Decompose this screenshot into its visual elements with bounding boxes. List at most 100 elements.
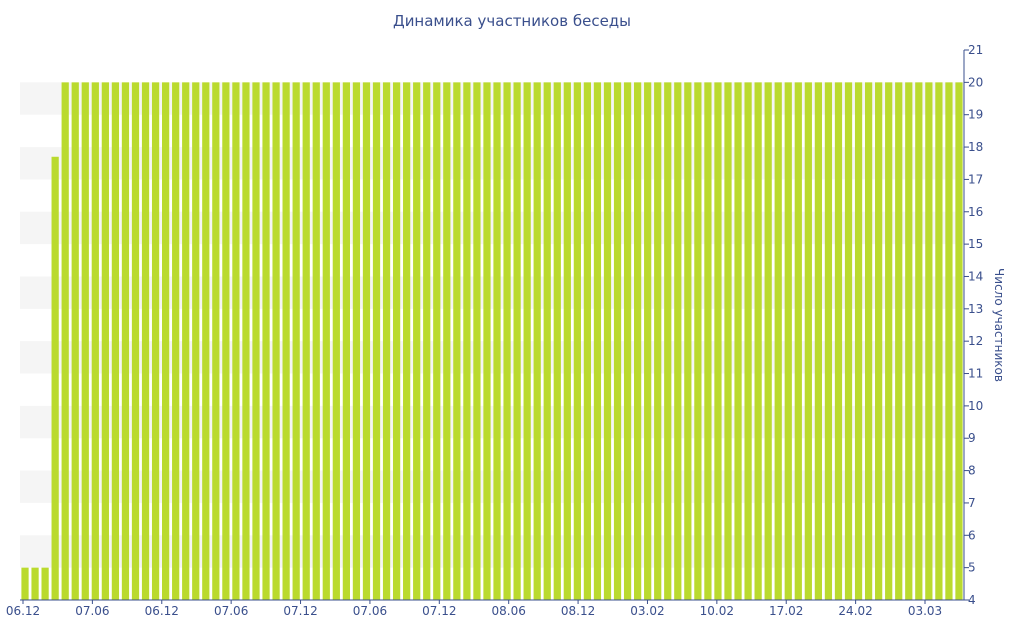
grid-band — [20, 535, 964, 568]
bar — [232, 82, 240, 600]
bar — [172, 82, 180, 600]
bar — [121, 82, 130, 600]
x-tick-label: 07.12 — [283, 604, 317, 618]
bar — [453, 82, 461, 600]
bar — [423, 82, 431, 600]
bar — [292, 82, 300, 600]
bar — [282, 82, 290, 600]
bar — [262, 82, 270, 600]
y-tick-label: 15 — [968, 237, 983, 251]
bar — [623, 82, 632, 600]
bar — [764, 82, 772, 600]
x-tick-label: 08.12 — [561, 604, 595, 618]
bar — [252, 82, 260, 600]
bar — [523, 82, 531, 600]
bar — [392, 82, 401, 600]
y-tick-label: 19 — [968, 108, 983, 122]
y-tick-label: 11 — [968, 367, 983, 381]
bar — [503, 82, 511, 600]
y-tick-label: 6 — [968, 528, 976, 542]
bar — [634, 82, 642, 600]
x-tick-label: 08.06 — [492, 604, 526, 618]
y-tick-label: 16 — [968, 205, 983, 219]
bar — [91, 82, 99, 600]
bar — [553, 82, 561, 600]
x-tick-label: 03.03 — [908, 604, 942, 618]
bar — [212, 82, 220, 600]
bar — [945, 82, 953, 600]
y-tick-label: 21 — [968, 43, 983, 57]
bar — [814, 82, 822, 600]
bar — [674, 82, 682, 600]
bar — [41, 567, 49, 600]
x-tick-label: 24.02 — [838, 604, 872, 618]
bar — [654, 82, 662, 600]
x-tick-label: 07.06 — [353, 604, 387, 618]
grid-band — [20, 147, 964, 180]
bar — [563, 82, 571, 600]
grid-band — [20, 341, 964, 374]
bar — [101, 82, 109, 600]
bar — [573, 82, 581, 600]
bar — [182, 82, 190, 600]
bar — [413, 82, 421, 600]
bar — [875, 82, 883, 600]
bar — [362, 82, 371, 600]
y-tick-label: 7 — [968, 496, 976, 510]
bar — [483, 82, 491, 600]
y-axis-title: Число участников — [992, 268, 1006, 382]
bar — [151, 82, 160, 600]
bar — [162, 82, 170, 600]
bar — [332, 82, 340, 600]
bar — [222, 82, 230, 600]
bar — [603, 82, 612, 600]
bar — [704, 82, 712, 600]
bar — [111, 82, 120, 600]
grid-band — [20, 470, 964, 503]
bar — [844, 82, 853, 600]
bar — [724, 82, 732, 600]
bar — [644, 82, 652, 600]
grid-band — [20, 405, 964, 439]
bar — [854, 82, 863, 600]
x-tick-label: 06.12 — [145, 604, 179, 618]
bar — [403, 82, 411, 600]
x-tick-label: 06.12 — [6, 604, 40, 618]
x-tick-label: 03.02 — [630, 604, 664, 618]
grid-band — [20, 211, 964, 245]
bar — [322, 82, 330, 600]
y-tick-label: 12 — [968, 334, 983, 348]
bar — [51, 156, 59, 600]
bar — [754, 82, 762, 600]
bar — [915, 82, 923, 600]
y-tick-label: 18 — [968, 140, 983, 154]
bar — [131, 82, 140, 600]
y-tick-label: 14 — [968, 269, 983, 283]
bar — [513, 82, 521, 600]
y-tick-label: 10 — [968, 399, 983, 413]
bar — [734, 82, 742, 600]
bar — [443, 82, 451, 600]
bar — [141, 82, 150, 600]
x-tick-label: 10.02 — [700, 604, 734, 618]
bar — [684, 82, 692, 600]
bar — [885, 82, 893, 600]
bar — [744, 82, 752, 600]
y-tick-label: 5 — [968, 561, 976, 575]
bar — [664, 82, 672, 600]
bar — [714, 82, 722, 600]
bar — [372, 82, 381, 600]
y-tick-label: 13 — [968, 302, 983, 316]
bar — [895, 82, 903, 600]
bar — [955, 82, 963, 600]
bar — [473, 82, 481, 600]
bar — [382, 82, 391, 600]
x-tick-label: 07.06 — [214, 604, 248, 618]
bar — [694, 82, 702, 600]
bar — [583, 82, 592, 600]
bar — [433, 82, 441, 600]
bar — [804, 82, 812, 600]
bar — [81, 82, 89, 600]
